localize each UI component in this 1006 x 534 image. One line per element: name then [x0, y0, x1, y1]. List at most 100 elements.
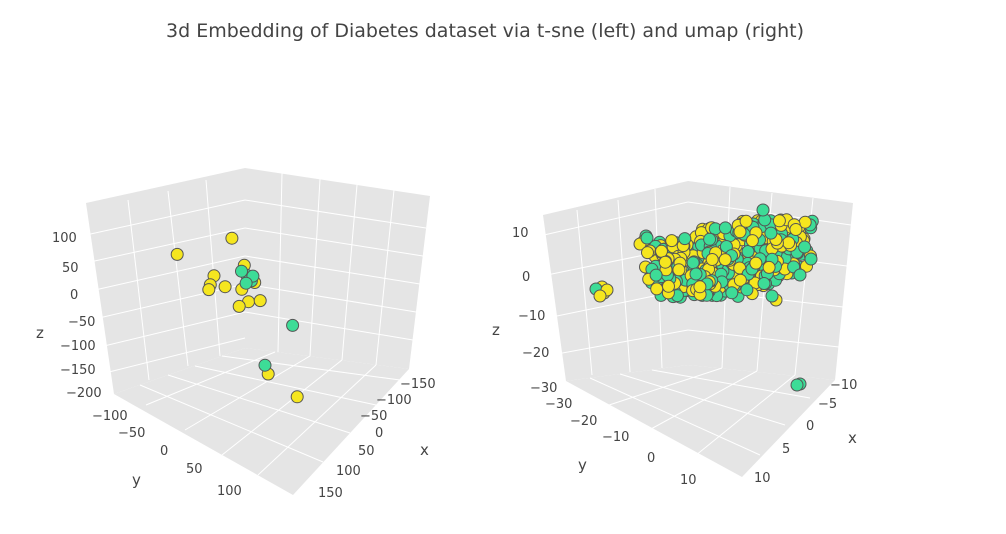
scatter-point[interactable] — [782, 236, 796, 250]
scene-left[interactable]: 100 50 0 −50 −100 −150 −200 z −100 −50 0… — [36, 168, 436, 501]
scatter-point[interactable] — [290, 390, 304, 404]
scatter-point[interactable] — [678, 232, 692, 246]
tick-label: 0 — [70, 288, 78, 303]
tick-label: 10 — [680, 473, 697, 488]
tick-label: −20 — [570, 414, 597, 429]
scatter-point[interactable] — [640, 231, 654, 245]
scatter-point[interactable] — [662, 279, 675, 293]
scatter-point[interactable] — [258, 358, 272, 372]
right-floor — [566, 365, 835, 477]
tick-label: −50 — [118, 426, 145, 441]
scatter-point[interactable] — [772, 214, 786, 228]
tick-label: −10 — [830, 378, 857, 393]
scatter-point[interactable] — [658, 255, 672, 269]
tick-label: 0 — [160, 444, 168, 459]
left-side-wall — [245, 168, 430, 369]
tick-label: 50 — [358, 444, 375, 459]
scatter-point[interactable] — [765, 289, 779, 303]
tick-label: −10 — [602, 430, 629, 445]
tick-label: −150 — [400, 377, 436, 392]
tick-label: −200 — [66, 386, 102, 401]
scatter-point[interactable] — [672, 263, 686, 277]
tick-label: 0 — [806, 419, 814, 434]
scatter-point[interactable] — [718, 221, 732, 235]
scatter-point[interactable] — [733, 273, 747, 287]
scatter-point[interactable] — [235, 264, 248, 278]
left-gridlines — [85, 172, 427, 476]
scatter-point[interactable] — [239, 276, 253, 290]
tick-label: 100 — [336, 464, 361, 479]
axis-title-z: z — [36, 324, 44, 342]
scatter-point[interactable] — [733, 225, 747, 239]
scatter-point[interactable] — [170, 247, 184, 261]
tick-label: −10 — [518, 309, 545, 324]
scatter-point[interactable] — [218, 280, 232, 294]
scatter-point[interactable] — [764, 226, 778, 240]
scatter-point[interactable] — [705, 253, 719, 266]
scatter-point[interactable] — [232, 299, 246, 313]
tick-label: 100 — [217, 484, 242, 499]
scatter-point[interactable] — [286, 318, 300, 332]
scatter-point[interactable] — [718, 253, 732, 267]
scatter-point[interactable] — [749, 256, 763, 270]
tick-label: −20 — [522, 346, 549, 361]
tick-label: −30 — [530, 381, 557, 396]
scatter-point[interactable] — [790, 378, 804, 392]
tick-label: 100 — [52, 231, 77, 246]
scatter-point[interactable] — [225, 231, 239, 245]
tick-label: −30 — [545, 397, 572, 412]
scatter-point[interactable] — [641, 246, 654, 260]
axis-title-x: x — [420, 441, 429, 459]
left-points[interactable] — [170, 231, 304, 404]
scatter-point[interactable] — [655, 244, 668, 258]
scatter-point[interactable] — [740, 283, 754, 297]
tick-label: −50 — [360, 409, 387, 424]
right-ticks: 10 0 −10 −20 −30 z −30 −20 −10 0 10 y −1… — [492, 226, 857, 488]
left-floor — [114, 348, 409, 495]
axis-title-y: y — [578, 456, 587, 474]
chart-title: 3d Embedding of Diabetes dataset via t-s… — [166, 20, 804, 42]
tick-label: −100 — [376, 393, 412, 408]
scatter-point[interactable] — [593, 289, 607, 303]
scatter-point[interactable] — [649, 268, 663, 282]
right-points[interactable] — [589, 203, 819, 392]
left-back-wall — [86, 168, 245, 394]
tick-label: −150 — [60, 363, 96, 378]
tick-label: 10 — [754, 471, 771, 486]
tick-label: 0 — [522, 270, 530, 285]
scatter-point[interactable] — [689, 267, 703, 281]
scatter-point[interactable] — [202, 283, 216, 297]
tick-label: −100 — [60, 339, 96, 354]
scatter-point[interactable] — [725, 286, 739, 300]
scatter-point[interactable] — [741, 245, 755, 258]
scatter-point[interactable] — [650, 282, 664, 296]
scatter-point[interactable] — [757, 277, 771, 290]
scatter-point[interactable] — [789, 223, 803, 236]
tick-label: 10 — [512, 226, 529, 241]
axis-title-x: x — [848, 429, 857, 447]
tick-label: −5 — [818, 397, 837, 412]
scatter-point[interactable] — [693, 280, 707, 294]
scatter-point[interactable] — [762, 260, 776, 274]
scatter-point[interactable] — [253, 294, 267, 308]
scatter-point[interactable] — [793, 268, 807, 282]
scatter-point[interactable] — [798, 240, 812, 254]
tick-label: −100 — [92, 409, 128, 424]
tick-label: 50 — [62, 261, 79, 276]
scatter-point[interactable] — [739, 214, 753, 228]
scatter-point[interactable] — [665, 234, 679, 248]
tick-label: 5 — [782, 442, 790, 457]
scatter-point[interactable] — [756, 203, 770, 217]
scatter-point[interactable] — [703, 232, 717, 246]
tick-label: −50 — [68, 315, 95, 330]
scatter-point[interactable] — [686, 256, 700, 270]
scatter-point[interactable] — [804, 252, 818, 266]
tick-label: 150 — [318, 486, 343, 501]
tick-label: 0 — [647, 451, 655, 466]
scene-right[interactable]: 10 0 −10 −20 −30 z −30 −20 −10 0 10 y −1… — [492, 181, 857, 488]
scatter-point[interactable] — [745, 234, 759, 248]
left-ticks: 100 50 0 −50 −100 −150 −200 z −100 −50 0… — [36, 231, 436, 501]
tick-label: 50 — [186, 462, 203, 477]
axis-title-z: z — [492, 321, 500, 339]
